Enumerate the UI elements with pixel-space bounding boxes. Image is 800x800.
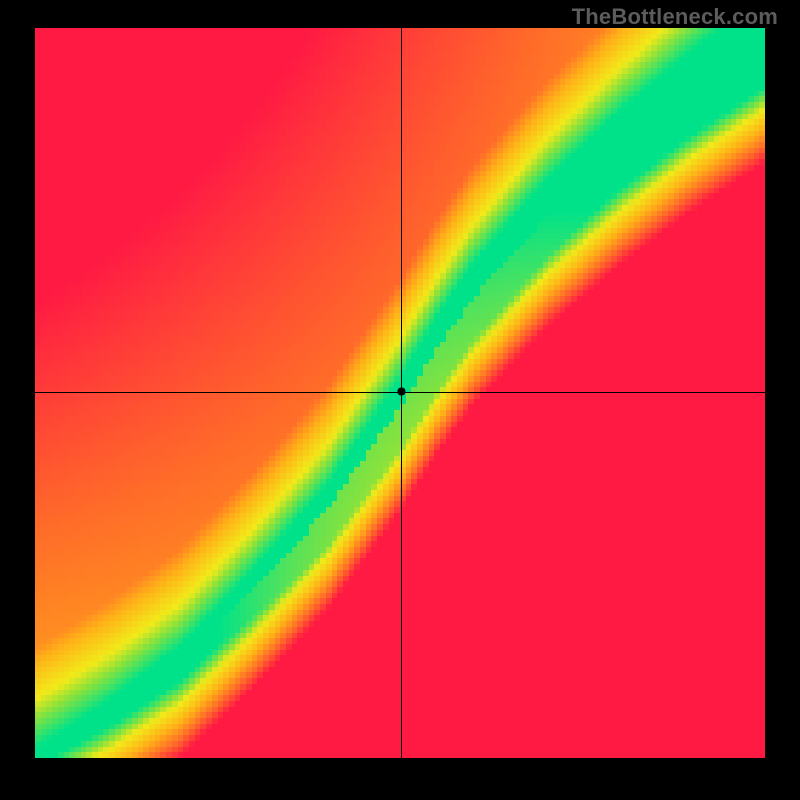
watermark-text: TheBottleneck.com	[572, 4, 778, 30]
bottleneck-heatmap	[35, 28, 765, 758]
